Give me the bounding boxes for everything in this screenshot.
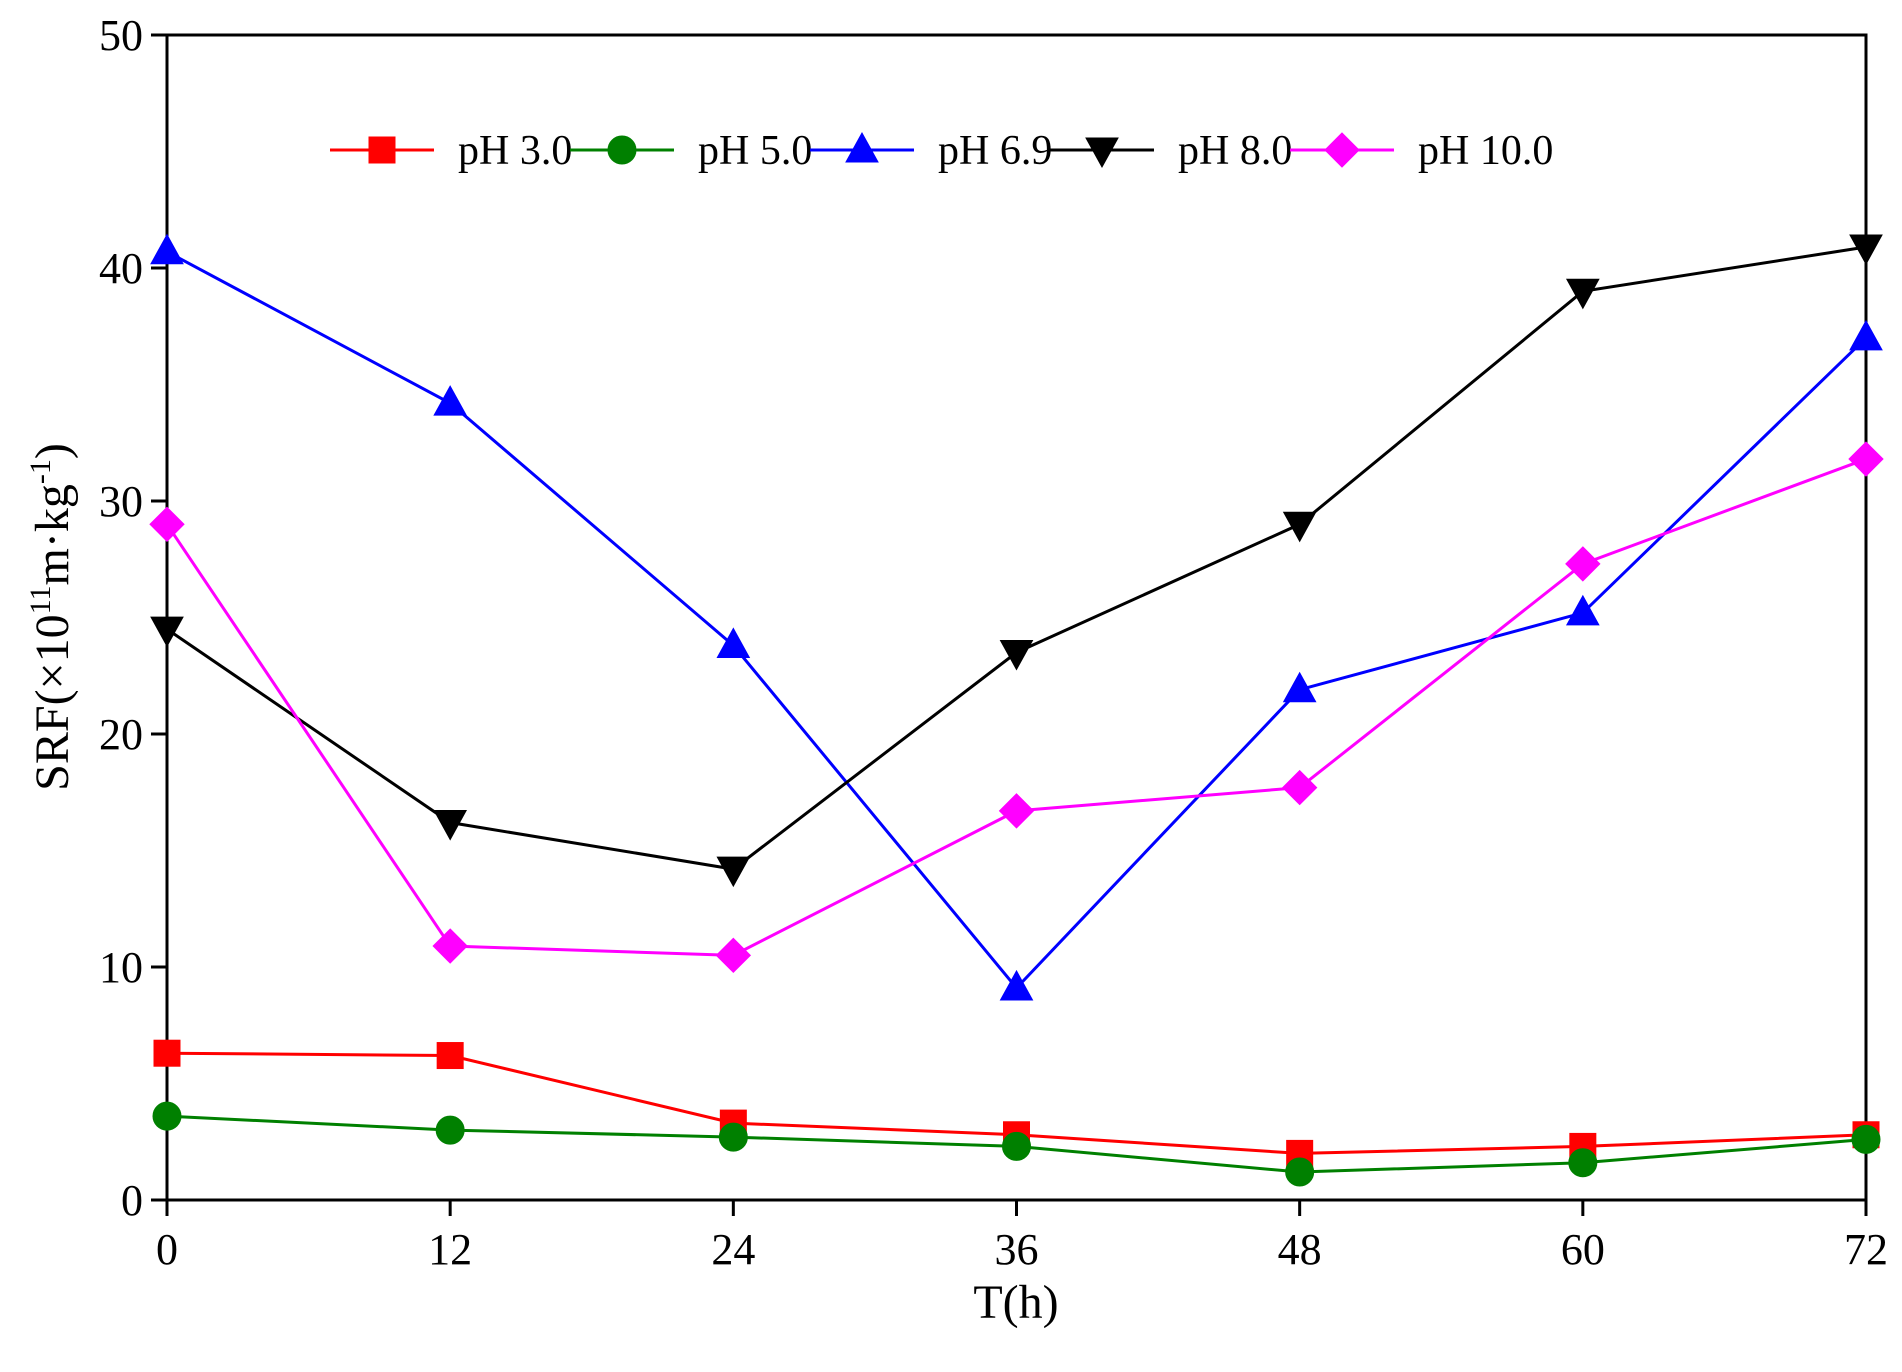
x-axis-title: T(h) bbox=[973, 1276, 1058, 1329]
legend-item-ph-10-0: pH 10.0 bbox=[1290, 128, 1553, 174]
series-ph-6-9 bbox=[150, 233, 1883, 1001]
legend-marker-ph-5-0 bbox=[607, 135, 637, 165]
series-line-ph-10-0 bbox=[165, 457, 1867, 957]
y-axis-title-exp2: -1 bbox=[24, 459, 57, 484]
data-point-ph-6-9 bbox=[150, 233, 184, 265]
legend-label: pH 5.0 bbox=[698, 128, 812, 174]
plot-frame bbox=[165, 33, 1868, 1202]
data-point-ph-5-0 bbox=[718, 1122, 748, 1152]
data-point-ph-10-0 bbox=[1281, 769, 1318, 806]
y-tick-label: 20 bbox=[99, 710, 143, 759]
data-point-ph-5-0 bbox=[1568, 1148, 1598, 1178]
y-tick-label: 30 bbox=[99, 477, 143, 526]
data-point-ph-10-0 bbox=[1848, 441, 1884, 477]
series-ph-8-0 bbox=[150, 234, 1883, 888]
series-layer bbox=[149, 233, 1884, 1187]
data-point-ph-8-0 bbox=[1849, 234, 1883, 266]
data-point-ph-10-0 bbox=[432, 928, 468, 964]
y-tick-label: 10 bbox=[99, 943, 143, 992]
data-point-ph-8-0 bbox=[1282, 511, 1317, 543]
data-point-ph-10-0 bbox=[998, 793, 1035, 829]
y-axis-title-exp1: 11 bbox=[24, 585, 57, 614]
data-point-ph-6-9 bbox=[1849, 319, 1883, 351]
y-tick-label: 40 bbox=[99, 244, 143, 293]
legend-marker-ph-6-9 bbox=[845, 131, 879, 163]
data-point-ph-6-9 bbox=[716, 627, 751, 658]
data-point-ph-8-0 bbox=[999, 639, 1034, 671]
data-point-ph-6-9 bbox=[1565, 594, 1600, 626]
data-point-ph-3-0 bbox=[436, 1042, 464, 1070]
data-point-ph-8-0 bbox=[1565, 278, 1600, 310]
data-point-ph-5-0 bbox=[435, 1115, 465, 1145]
data-point-ph-5-0 bbox=[152, 1101, 182, 1131]
data-point-ph-3-0 bbox=[153, 1039, 181, 1067]
x-tick-label: 36 bbox=[995, 1225, 1039, 1274]
legend-item-ph-5-0: pH 5.0 bbox=[570, 128, 812, 174]
legend-label: pH 6.9 bbox=[938, 128, 1052, 174]
data-point-ph-6-9 bbox=[999, 969, 1034, 1001]
legend-marker-ph-8-0 bbox=[1085, 137, 1119, 169]
data-point-ph-10-0 bbox=[715, 937, 752, 974]
y-axis: 0 10 20 30 40 50 bbox=[99, 11, 167, 1225]
legend-label: pH 3.0 bbox=[458, 128, 572, 174]
series-line-ph-8-0 bbox=[166, 245, 1867, 871]
legend-item-ph-6-9: pH 6.9 bbox=[810, 128, 1052, 174]
legend-item-ph-8-0: pH 8.0 bbox=[1050, 128, 1292, 174]
y-axis-title-middle: m·kg bbox=[26, 484, 79, 585]
x-tick-label: 12 bbox=[428, 1225, 472, 1274]
data-point-ph-8-0 bbox=[150, 616, 184, 648]
data-point-ph-10-0 bbox=[149, 506, 185, 543]
y-tick-label: 50 bbox=[99, 11, 143, 60]
y-axis-title: SRF(×1011m·kg-1) bbox=[24, 443, 79, 791]
legend: pH 3.0 pH 5.0 pH 6.9 pH 8.0 pH 10.0 bbox=[330, 128, 1553, 174]
data-point-ph-8-0 bbox=[433, 810, 468, 841]
data-point-ph-5-0 bbox=[1851, 1124, 1881, 1154]
x-tick-label: 72 bbox=[1844, 1225, 1888, 1274]
y-axis-title-suffix: ) bbox=[26, 443, 79, 459]
x-tick-label: 0 bbox=[156, 1225, 178, 1274]
data-point-ph-10-0 bbox=[1565, 546, 1601, 582]
y-axis-title-prefix: SRF(×10 bbox=[26, 614, 79, 790]
legend-marker-ph-10-0 bbox=[1324, 132, 1360, 168]
x-axis: 0 12 24 36 48 60 72 bbox=[156, 1200, 1888, 1274]
y-tick-label: 0 bbox=[121, 1176, 143, 1225]
series-ph-10-0 bbox=[149, 441, 1884, 974]
data-point-ph-5-0 bbox=[1285, 1157, 1315, 1187]
x-tick-label: 24 bbox=[711, 1225, 755, 1274]
data-point-ph-6-9 bbox=[1282, 671, 1317, 703]
legend-label: pH 8.0 bbox=[1178, 128, 1292, 174]
data-point-ph-5-0 bbox=[1002, 1131, 1031, 1161]
legend-item-ph-3-0: pH 3.0 bbox=[330, 128, 572, 174]
legend-marker-ph-3-0 bbox=[368, 136, 396, 164]
legend-label: pH 10.0 bbox=[1418, 128, 1553, 174]
x-tick-label: 60 bbox=[1561, 1225, 1605, 1274]
data-point-ph-6-9 bbox=[433, 385, 468, 416]
data-point-ph-8-0 bbox=[716, 856, 751, 888]
series-ph-5-0 bbox=[152, 1101, 1881, 1187]
series-line-ph-6-9 bbox=[166, 250, 1868, 991]
x-tick-label: 48 bbox=[1278, 1225, 1322, 1274]
